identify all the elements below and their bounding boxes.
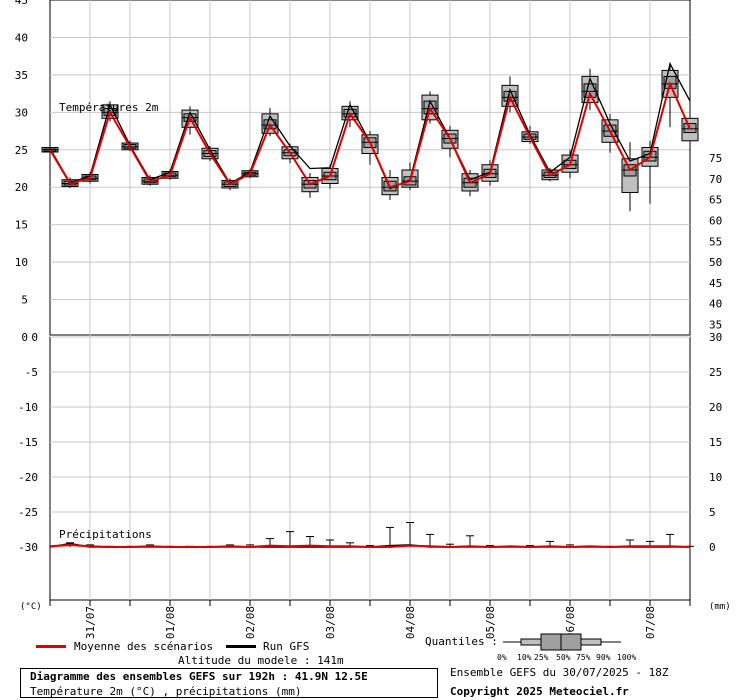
y-axis-unit-right: (mm) [709,602,731,612]
run-legend-swatch [226,645,256,648]
temp-y-tick-label: 25 [15,144,28,157]
quantile-legend-label: 100% [617,653,637,662]
temp-y2-tick-label: 75 [709,152,722,165]
altitude-label: Altitude du modele : 141m [178,654,344,667]
quantile-legend-box [503,633,621,651]
temp-y-tick-label: 0 [21,331,28,344]
quantile-legend-label: 50% [556,653,571,662]
quantile-legend-label: 90% [596,653,611,662]
quantile-legend-label: 0% [497,653,507,662]
precipitation-layer [49,522,694,549]
x-tick-label: 07/08 [644,606,657,639]
x-tick-label: 04/08 [404,606,417,639]
precip-y2-tick-label: 25 [709,366,722,379]
precip-y2-tick-label: 30 [709,331,722,344]
diagram-title: Diagramme des ensembles GEFS sur 192h : … [30,670,368,683]
temp-y2-tick-label: 55 [709,235,722,248]
precip-y-tick-label: -5 [25,366,38,379]
temperature-panel-title: Températures 2m [59,101,159,114]
quantiles-title: Quantiles : [425,635,498,648]
diagram-subtitle: Température 2m (°C) , précipitations (mm… [30,685,302,698]
temperature-layer [41,61,699,212]
precip-y2-tick-label: 15 [709,436,722,449]
temp-y-tick-label: 15 [15,219,28,232]
x-tick-label: 03/08 [324,606,337,639]
temp-y2-tick-label: 65 [709,194,722,207]
x-tick-label: 05/08 [484,606,497,639]
temp-y-tick-label: 20 [15,181,28,194]
precip-y-tick-label: -10 [18,401,38,414]
temp-y-tick-label: 30 [15,106,28,119]
temp-y2-tick-label: 70 [709,173,722,186]
temp-y-tick-label: 10 [15,256,28,269]
quantile-legend-label: 25% [534,653,549,662]
temp-y-tick-label: 40 [15,31,28,44]
precip-y2-tick-label: 0 [709,541,716,554]
temp-y2-tick-label: 40 [709,298,722,311]
precipitation-panel-title: Précipitations [59,528,152,541]
quantile-legend-label: 75% [576,653,591,662]
precip-y-tick-label: -20 [18,471,38,484]
x-tick-label: 06/08 [564,606,577,639]
x-tick-label: 01/08 [164,606,177,639]
precip-y-tick-label: 0 [31,331,38,344]
precip-y2-tick-label: 5 [709,506,716,519]
mean-legend-swatch [36,645,66,648]
temp-y-tick-label: 35 [15,69,28,82]
precip-mean-line [49,543,691,549]
temp-y2-tick-label: 50 [709,256,722,269]
temp-y2-tick-label: 45 [709,277,722,290]
temp-y2-tick-label: 35 [709,319,722,332]
ensemble-run-label: Ensemble GEFS du 30/07/2025 - 18Z [450,666,669,679]
copyright-label: Copyright 2025 Meteociel.fr [450,685,629,698]
precip-y2-tick-label: 20 [709,401,722,414]
info-box [20,668,438,698]
x-tick-label: 31/07 [84,606,97,639]
x-tick-label: 02/08 [244,606,257,639]
temp-y-tick-label: 5 [21,294,28,307]
mean-legend-label: Moyenne des scénarios [74,640,214,653]
precip-y-tick-label: -25 [18,506,38,519]
y-axis-unit-left: (°C) [20,602,42,612]
run-legend-label: Run GFS [263,640,310,653]
precip-y-tick-label: -15 [18,436,38,449]
temp-y2-tick-label: 60 [709,215,722,228]
precip-y-tick-label: -30 [18,541,38,554]
quantile-legend-label: 10% [517,653,532,662]
precip-y2-tick-label: 10 [709,471,722,484]
temp-y-tick-label: 45 [15,0,28,7]
temperature-mean-line [49,80,691,189]
